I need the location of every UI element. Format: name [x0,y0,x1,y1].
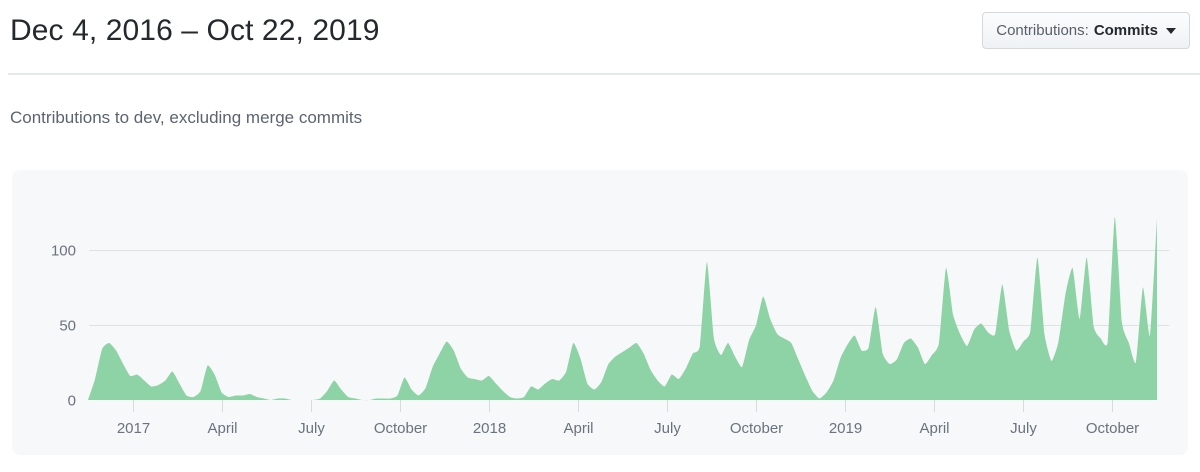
x-axis-ticklabels: 2017 April July October 2018 April July October… [117,420,1139,437]
x-axis-tick-label: July [654,420,681,437]
page-header: Dec 4, 2016 – Oct 22, 2019 Contributions… [0,0,1200,75]
x-axis-tick-label: 2017 [117,420,150,437]
x-axis-tick-label: July [298,420,325,437]
dropdown-label: Contributions: [996,22,1089,39]
contributions-area-chart[interactable]: 0 50 100 2017 April July October 2018 April July… [12,170,1188,455]
contributions-type-dropdown[interactable]: Contributions: Commits [982,12,1190,49]
y-axis-tick-label: 100 [51,243,76,260]
contributions-chart-panel: 0 50 100 2017 April July October 2018 April July… [12,170,1188,455]
header-divider [8,73,1200,75]
y-axis-ticks: 0 50 100 [51,243,76,410]
x-axis-tick-label: April [919,420,949,437]
x-axis-tick-label: 2019 [829,420,862,437]
x-axis-tick-label: April [207,420,237,437]
x-axis-tick-label: October [1086,420,1139,437]
x-axis-tick-label: April [563,420,593,437]
chevron-down-icon [1166,27,1176,34]
chart-subtitle: Contributions to dev, excluding merge co… [10,108,363,127]
commits-area-path [88,216,1157,401]
x-axis-tick-label: 2018 [473,420,506,437]
x-axis-tick-label: October [374,420,427,437]
x-axis-tick-label: October [730,420,783,437]
area-series [88,216,1157,401]
dropdown-value: Commits [1093,22,1158,39]
x-axis-tick-label: July [1010,420,1037,437]
page-title: Dec 4, 2016 – Oct 22, 2019 [10,14,380,47]
y-axis-tick-label: 50 [59,318,76,335]
y-axis-tick-label: 0 [68,393,76,410]
x-axis-ticks [133,400,1113,412]
gridlines [89,250,1169,326]
